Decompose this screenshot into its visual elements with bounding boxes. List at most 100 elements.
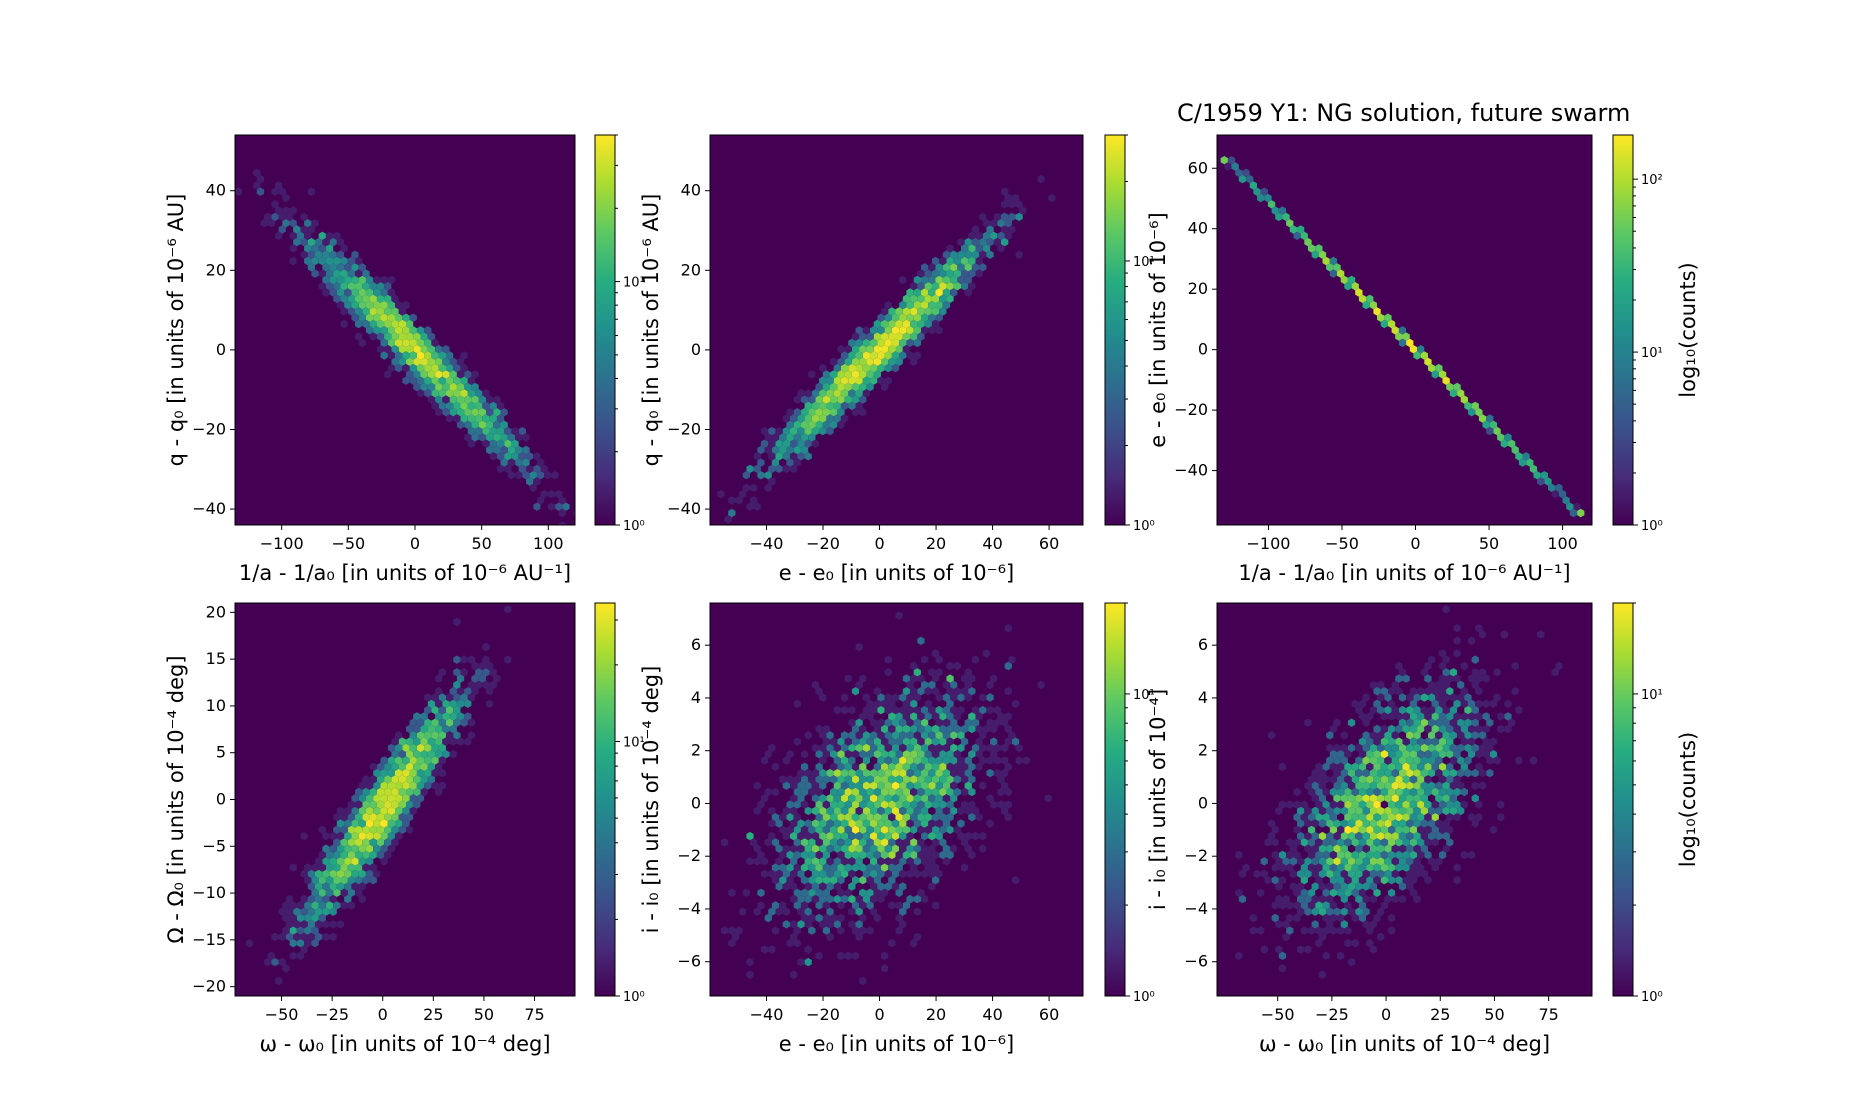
hex-bin <box>891 819 900 828</box>
hex-bin <box>1384 781 1392 790</box>
hex-bin <box>873 876 881 885</box>
hex-bin <box>1471 731 1479 740</box>
hex-bin <box>1351 850 1359 860</box>
hex-bin <box>1428 743 1436 753</box>
hex-bin <box>899 705 907 715</box>
hex-bin <box>282 219 290 228</box>
hex-bin <box>325 888 334 897</box>
hex-bin <box>1037 680 1045 690</box>
hex-bin <box>1388 888 1396 897</box>
hex-bin <box>365 288 374 297</box>
hex-bin <box>300 920 308 929</box>
hex-bin <box>979 212 987 222</box>
hex-bin <box>837 382 845 392</box>
hex-bin <box>815 913 823 923</box>
hex-bin <box>961 800 969 809</box>
hex-bin <box>968 244 976 253</box>
hex-bin <box>1311 250 1319 259</box>
hex-bin <box>888 332 896 341</box>
hex-bin <box>895 850 903 860</box>
hex-bin <box>1475 712 1483 721</box>
hex-bin <box>986 705 994 715</box>
hex-bin <box>424 693 432 702</box>
hex-bin <box>424 376 432 385</box>
hex-bin <box>793 926 801 935</box>
hex-bin <box>1369 844 1377 853</box>
hex-bin <box>500 420 508 429</box>
hex-bin <box>416 363 425 373</box>
hex-bin <box>881 382 889 392</box>
hex-bin <box>1446 687 1454 696</box>
hex-bin <box>1264 876 1272 885</box>
hex-bin <box>833 781 841 790</box>
hex-bin <box>1373 888 1381 897</box>
hex-bin <box>1435 857 1443 866</box>
hex-bin <box>764 471 772 480</box>
hex-bin <box>800 913 809 923</box>
hex-bin <box>1015 756 1023 765</box>
hex-bin <box>790 426 798 436</box>
hex-bin <box>336 819 345 828</box>
hex-bin <box>380 288 388 297</box>
hex-bin <box>910 687 918 696</box>
hex-bin <box>402 338 410 348</box>
hex-bin <box>782 831 790 841</box>
hex-bin <box>1402 850 1410 860</box>
hex-bin <box>1391 705 1399 715</box>
hex-bin <box>376 282 385 291</box>
hex-bin <box>365 869 374 879</box>
hex-bin <box>453 401 461 411</box>
hex-bin <box>855 857 863 866</box>
hex-bin <box>986 693 994 702</box>
hex-bin <box>942 768 951 778</box>
hex-bin <box>924 825 932 834</box>
hex-bin <box>906 768 914 778</box>
hex-bin <box>800 445 809 455</box>
hex-bin <box>318 913 326 923</box>
hex-bin <box>935 869 943 879</box>
hex-bin <box>877 326 885 335</box>
y-tick-label: 20 <box>1188 279 1208 298</box>
hex-bin <box>910 838 918 847</box>
hex-bin <box>910 825 918 834</box>
hex-bin <box>384 825 392 834</box>
hex-bin <box>1420 781 1428 790</box>
hex-bin <box>797 426 805 436</box>
hex-bin <box>329 882 337 891</box>
hex-bin <box>1329 775 1337 784</box>
hex-bin <box>862 389 870 398</box>
hex-bin <box>884 338 892 348</box>
hex-bin <box>924 294 932 303</box>
hex-bin <box>826 831 834 841</box>
hex-bin <box>910 737 918 746</box>
hex-bin <box>775 452 783 461</box>
hex-bin <box>1457 389 1465 398</box>
hex-bin <box>369 294 377 303</box>
hex-bin <box>1260 187 1268 196</box>
y-tick-label: 20 <box>206 602 226 621</box>
hex-bin <box>1431 370 1439 379</box>
hex-bin <box>815 825 823 834</box>
hex-bin <box>942 844 951 853</box>
hex-bin <box>300 907 308 916</box>
hex-bin <box>289 256 297 266</box>
hex-bin <box>859 332 867 341</box>
hex-bin <box>866 737 874 746</box>
hex-bin <box>1402 737 1410 746</box>
hex-bin <box>1307 787 1316 797</box>
hex-bin <box>797 819 805 828</box>
hex-bin <box>1297 894 1305 904</box>
hex-bin <box>884 768 892 778</box>
hex-bin <box>826 376 834 385</box>
x-tick-label: 100 <box>533 534 564 553</box>
hex-bin <box>1384 857 1392 866</box>
hex-bin <box>1457 781 1465 790</box>
hex-bin <box>406 357 414 366</box>
hex-bin <box>1489 699 1498 708</box>
hex-bin <box>1369 705 1377 715</box>
hex-bin <box>931 724 940 734</box>
hex-bin <box>921 313 929 322</box>
hex-bin <box>398 345 406 354</box>
hex-bin <box>406 724 414 734</box>
hex-bin <box>1475 674 1483 683</box>
